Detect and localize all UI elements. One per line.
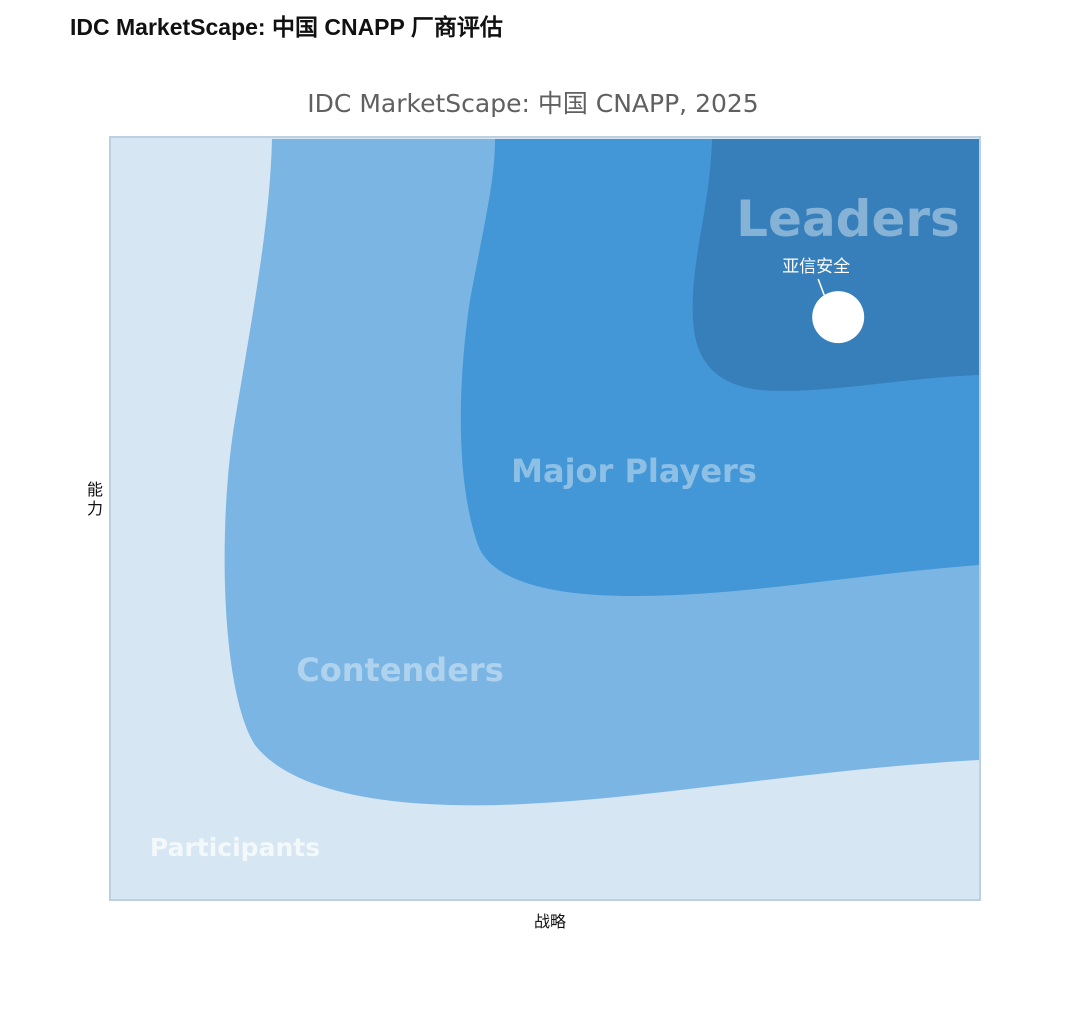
region-label-participants: Participants (150, 833, 320, 862)
vendor-point (812, 291, 865, 344)
region-label-contenders: Contenders (296, 651, 503, 689)
page-title: IDC MarketScape: 中国 CNAPP 厂商评估 (70, 14, 503, 40)
vendor-label: 亚信安全 (782, 257, 850, 277)
chart-title: IDC MarketScape: 中国 CNAPP, 2025 (307, 89, 759, 118)
vendor-leader-line (817, 278, 825, 296)
region-label-major-players: Major Players (511, 452, 757, 490)
region-leaders (692, 139, 979, 391)
region-label-leaders: Leaders (736, 190, 960, 248)
y-axis-label: 能力 (86, 480, 103, 518)
x-axis-label: 战略 (533, 912, 566, 931)
